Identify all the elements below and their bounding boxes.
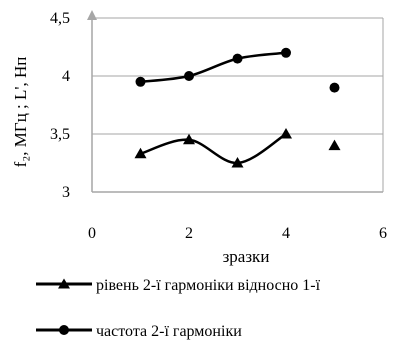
x-tick-label-0: 0 — [88, 225, 96, 242]
tick-labels: 3 3,5 4 4,5 0 2 4 6 — [50, 10, 387, 242]
legend-item-frequency: частота 2-ї гармоніки — [36, 323, 242, 340]
series-0-point-3 — [280, 128, 292, 139]
series-0-extra-point-0 — [328, 139, 341, 151]
y-tick-label-3: 4,5 — [50, 10, 70, 27]
y-tick-label-2: 4 — [62, 68, 70, 85]
legend-circle-icon — [59, 325, 69, 335]
series-1-point-1 — [184, 71, 194, 81]
series-1-point-3 — [281, 47, 291, 58]
series-0-point-0 — [134, 147, 147, 159]
plot-area — [134, 47, 341, 168]
y-tick-label-1: 3,5 — [50, 126, 70, 143]
series-line-1 — [140, 51, 287, 84]
y-axis-label: f₂, МГц ; L', Нп — [11, 57, 30, 168]
y-axis-arrow-icon — [87, 10, 97, 20]
x-tick-label-3: 6 — [379, 225, 387, 242]
legend-triangle-icon — [58, 278, 70, 289]
series-0-point-1 — [183, 133, 195, 145]
x-tick-label-2: 4 — [282, 225, 290, 242]
legend-label-frequency: частота 2-ї гармоніки — [96, 323, 242, 340]
series-1-point-0 — [135, 76, 146, 87]
x-tick-label-1: 2 — [185, 225, 193, 242]
x-axis-label: зразки — [223, 247, 270, 266]
legend: рівень 2-ї гармоніки відносно 1-ї частот… — [36, 277, 321, 340]
series-0-point-2 — [231, 157, 244, 168]
legend-label-level: рівень 2-ї гармоніки відносно 1-ї — [96, 277, 321, 294]
series-1-point-2 — [232, 53, 243, 64]
legend-item-level: рівень 2-ї гармоніки відносно 1-ї — [36, 277, 321, 294]
y-tick-label-0: 3 — [62, 184, 70, 201]
gridlines — [92, 17, 384, 192]
series-1-extra-point-0 — [329, 82, 340, 93]
series-line-0 — [140, 132, 287, 165]
axes — [87, 10, 383, 193]
